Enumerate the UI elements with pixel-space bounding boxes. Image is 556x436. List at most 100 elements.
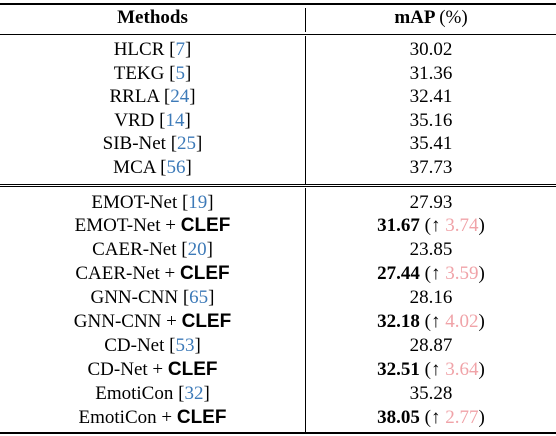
map-value: 35.41 [409, 133, 453, 155]
bottom-rule [0, 432, 556, 434]
table-row: GNN-CNN [65] 28.16 [0, 286, 556, 310]
map-value: 23.85 [409, 239, 453, 261]
method-cell: HLCR [7] [113, 39, 192, 60]
map-cell: 38.05 (↑ 2.77) [377, 406, 485, 428]
clef-label: CLEF [180, 215, 231, 237]
method-cell: VRD [14] [114, 109, 191, 131]
map-header-label: mAP [394, 7, 435, 28]
table-row: GNN-CNN + CLEF 32.18 (↑ 4.02) [0, 310, 556, 334]
method-name: EMOT-Net [74, 215, 161, 237]
method-name: EmotiCon [78, 406, 157, 428]
method-cell: CAER-Net + CLEF [75, 263, 230, 285]
table-row: VRD [14] 35.16 [0, 109, 556, 133]
table-row: CD-Net + CLEF 32.51 (↑ 3.64) [0, 358, 556, 382]
map-value: 38.05 [377, 406, 420, 428]
method-cell: CAER-Net [20] [92, 239, 213, 261]
column-divider-header [305, 8, 306, 32]
method-name: CAER-Net [75, 263, 160, 285]
map-cell: 30.02 [306, 38, 556, 62]
map-value: 32.18 [377, 311, 420, 332]
map-cell: 31.36 [306, 62, 556, 86]
map-value: 28.16 [409, 287, 453, 309]
map-value: 27.93 [409, 191, 453, 213]
map-cell: 28.16 [306, 286, 556, 310]
table-row: CAER-Net + CLEF 27.44 (↑ 3.59) [0, 262, 556, 286]
method-cell: SIB-Net [25] [102, 133, 203, 155]
table-row: RRLA [24] 32.41 [0, 85, 556, 109]
column-divider-group2 [305, 188, 306, 432]
map-gain: 3.59 [445, 263, 479, 285]
method-cell: RRLA [24] [109, 86, 196, 108]
map-cell: 35.28 [306, 382, 556, 406]
column-divider-group1 [305, 36, 306, 184]
method-name: CAER-Net [92, 239, 177, 261]
method-name: GNN-CNN [73, 311, 162, 332]
table-row: HLCR [7] 30.02 [0, 38, 556, 62]
method-name: HLCR [113, 39, 165, 60]
citation-link: 5 [175, 62, 185, 84]
table-row: EmotiCon + CLEF 38.05 (↑ 2.77) [0, 406, 556, 430]
map-gain: 3.74 [445, 215, 479, 237]
group-separator-rule [0, 184, 556, 185]
table-row: EMOT-Net [19] 27.93 [0, 191, 556, 215]
citation-link: 65 [189, 287, 209, 309]
header-rule [0, 34, 556, 35]
map-cell: 28.87 [306, 334, 556, 358]
map-cell: 35.16 [306, 109, 556, 133]
clef-label: CLEF [180, 263, 230, 285]
method-name: MCA [113, 157, 156, 178]
map-header: mAP (%) [306, 6, 556, 30]
map-value: 35.16 [409, 109, 453, 131]
map-value: 31.36 [409, 62, 453, 84]
map-gain: 4.02 [445, 311, 479, 332]
clef-label: CLEF [181, 311, 232, 332]
map-cell: 32.41 [306, 85, 556, 109]
method-name: RRLA [109, 86, 160, 108]
map-cell: 27.93 [306, 191, 556, 215]
method-cell: GNN-CNN [65] [90, 287, 215, 309]
header-row: Methods mAP (%) [0, 6, 556, 30]
table-row: CAER-Net [20] 23.85 [0, 238, 556, 262]
group-separator-rule-2 [0, 186, 556, 187]
map-value: 37.73 [409, 157, 453, 178]
map-cell: 37.73 [306, 156, 556, 180]
map-value: 35.28 [409, 382, 453, 404]
citation-link: 14 [165, 109, 185, 131]
method-name: VRD [114, 109, 155, 131]
map-cell: 31.67 (↑ 3.74) [377, 215, 485, 237]
clef-label: CLEF [176, 406, 227, 428]
citation-link: 20 [187, 239, 207, 261]
map-header-unit: (%) [439, 7, 468, 28]
map-cell: 32.51 (↑ 3.64) [377, 358, 485, 380]
table-row: SIB-Net [25] 35.41 [0, 132, 556, 156]
table-row: TEKG [5] 31.36 [0, 62, 556, 86]
method-name: CD-Net [87, 358, 148, 380]
method-cell: TEKG [5] [113, 62, 192, 84]
method-name: GNN-CNN [90, 287, 179, 309]
citation-link: 7 [175, 39, 185, 60]
method-cell: EmotiCon + CLEF [78, 406, 227, 428]
map-gain: 3.64 [445, 358, 479, 380]
method-cell: EmotiCon [32] [95, 382, 210, 404]
citation-link: 56 [166, 157, 186, 178]
map-value: 27.44 [377, 263, 420, 285]
map-value: 32.41 [409, 86, 453, 108]
clef-label: CLEF [167, 358, 218, 380]
map-cell: 32.18 (↑ 4.02) [377, 311, 485, 332]
map-cell: 27.44 (↑ 3.59) [377, 263, 485, 285]
table-row: EmotiCon [32] 35.28 [0, 382, 556, 406]
citation-link: 24 [170, 86, 190, 108]
method-cell: EMOT-Net [19] [91, 191, 214, 213]
map-cell: 35.41 [306, 132, 556, 156]
table-row: CD-Net [53] 28.87 [0, 334, 556, 358]
top-rule [0, 3, 556, 5]
map-value: 30.02 [409, 39, 453, 60]
method-cell: CD-Net [53] [104, 334, 201, 356]
map-value: 28.87 [409, 334, 453, 356]
method-name: EmotiCon [95, 382, 174, 404]
map-value: 32.51 [377, 358, 420, 380]
map-gain: 2.77 [445, 406, 479, 428]
citation-link: 25 [177, 133, 197, 155]
method-cell: GNN-CNN + CLEF [73, 311, 232, 332]
